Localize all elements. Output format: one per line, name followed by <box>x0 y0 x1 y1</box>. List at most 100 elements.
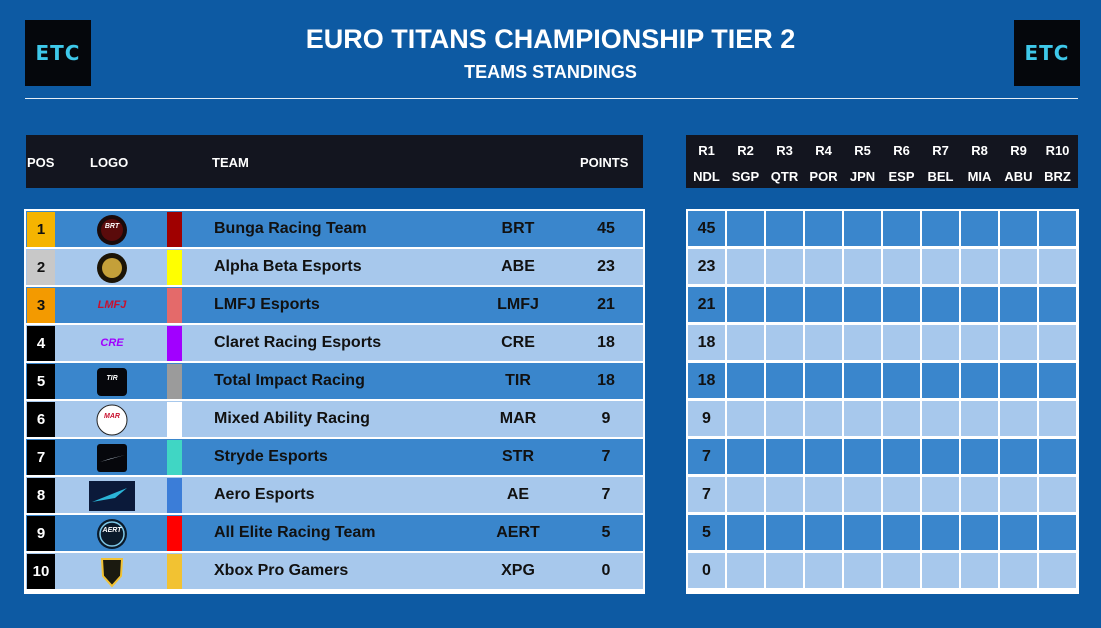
team-name: Bunga Racing Team <box>214 220 367 237</box>
table-row: 8 Aero Esports AE 7 <box>26 477 643 513</box>
round-result-cell <box>961 553 998 588</box>
round-header: R2 SGP <box>726 135 765 188</box>
round-points: 18 <box>697 333 716 351</box>
team-name: Xbox Pro Gamers <box>214 562 349 579</box>
round-result-cell <box>1000 401 1037 436</box>
round-code: BRZ <box>1044 169 1071 184</box>
round-result-cell <box>883 325 920 360</box>
table-row: 2 Alpha Beta Esports ABE 23 <box>26 249 643 285</box>
team-abbr: STR <box>502 448 534 465</box>
position-cell: 4 <box>27 326 55 361</box>
round-points: 45 <box>697 219 716 237</box>
position-cell: 6 <box>27 402 55 437</box>
round-result-cell <box>844 515 881 550</box>
round-result-cell <box>883 515 920 550</box>
round-result-cell <box>922 439 959 474</box>
round-result-cell <box>1039 325 1076 360</box>
round-result-cell <box>805 439 842 474</box>
team-points: 0 <box>601 562 611 579</box>
claret-logo-icon: CRE <box>59 327 165 360</box>
position-cell: 7 <box>27 440 55 475</box>
team-name: Stryde Esports <box>214 448 328 465</box>
round-result-cell <box>883 363 920 398</box>
round-result-cell <box>1000 553 1037 588</box>
team-abbr: TIR <box>505 372 531 389</box>
team-points: 45 <box>597 220 615 237</box>
all-elite-logo-icon: AERT <box>59 517 165 550</box>
round-header: R8 MIA <box>960 135 999 188</box>
rounds-grid: 45 23 21 18 18 9 7 7 5 0 <box>686 209 1079 594</box>
table-row: 7 Stryde Esports STR 7 <box>26 439 643 475</box>
team-points: 7 <box>601 486 611 503</box>
round-result-cell: 21 <box>688 287 725 322</box>
round-header: R6 ESP <box>882 135 921 188</box>
team-abbr: AERT <box>496 524 540 541</box>
round-result-cell <box>961 325 998 360</box>
round-points: 18 <box>697 371 716 389</box>
round-number: R8 <box>971 143 988 158</box>
round-result-cell <box>922 211 959 246</box>
team-color-bar <box>167 288 182 323</box>
team-color-bar <box>167 516 182 551</box>
team-name: All Elite Racing Team <box>214 524 376 541</box>
team-abbr: LMFJ <box>497 296 539 313</box>
round-points: 0 <box>702 561 711 579</box>
round-result-cell: 18 <box>688 325 725 360</box>
round-result-cell: 0 <box>688 553 725 588</box>
mixed-ability-logo-icon: MAR <box>59 403 165 436</box>
round-result-cell <box>727 287 764 322</box>
round-result-cell <box>883 553 920 588</box>
round-result-cell <box>961 249 998 284</box>
team-points: 18 <box>597 372 615 389</box>
team-color-bar <box>167 364 182 399</box>
alpha-beta-logo-icon <box>59 251 165 284</box>
round-result-cell <box>844 211 881 246</box>
round-number: R5 <box>854 143 871 158</box>
round-result-cell <box>922 325 959 360</box>
round-result-cell <box>883 439 920 474</box>
round-result-cell: 23 <box>688 249 725 284</box>
round-code: QTR <box>770 169 799 184</box>
round-result-cell <box>805 477 842 512</box>
round-result-cell <box>1000 325 1037 360</box>
col-header-logo: LOGO <box>90 155 129 170</box>
round-result-cell <box>727 553 764 588</box>
round-result-cell <box>961 439 998 474</box>
round-header: R5 JPN <box>843 135 882 188</box>
round-result-cell <box>922 401 959 436</box>
round-result-cell <box>1000 287 1037 322</box>
team-color-bar <box>167 440 182 475</box>
round-result-cell <box>844 401 881 436</box>
round-result-cell <box>961 211 998 246</box>
round-result-cell <box>844 439 881 474</box>
round-result-cell <box>766 287 803 322</box>
position-cell: 3 <box>27 288 55 323</box>
team-color-bar <box>167 478 182 513</box>
round-result-cell <box>766 249 803 284</box>
team-abbr: XPG <box>501 562 535 579</box>
round-result-cell <box>805 287 842 322</box>
round-points: 7 <box>702 447 711 465</box>
table-row: 9 AERT All Elite Racing Team AERT 5 <box>26 515 643 551</box>
round-code: POR <box>809 169 838 184</box>
team-points: 7 <box>601 448 611 465</box>
round-result-cell <box>1000 363 1037 398</box>
round-points: 23 <box>697 257 716 275</box>
table-row: 5 TIR Total Impact Racing TIR 18 <box>26 363 643 399</box>
position-cell: 9 <box>27 516 55 551</box>
round-result-cell <box>961 401 998 436</box>
round-number: R2 <box>737 143 754 158</box>
round-result-cell <box>1039 477 1076 512</box>
round-result-cell <box>883 401 920 436</box>
round-result-cell <box>844 287 881 322</box>
round-result-cell <box>766 401 803 436</box>
etc-logo-left: ETC <box>25 20 91 86</box>
round-result-cell <box>1039 287 1076 322</box>
round-result-cell <box>844 363 881 398</box>
round-result-cell <box>1039 249 1076 284</box>
round-result-cell <box>766 477 803 512</box>
round-result-cell <box>961 287 998 322</box>
round-number: R7 <box>932 143 949 158</box>
etc-logo-text: ETC <box>35 41 81 65</box>
round-result-cell <box>844 249 881 284</box>
